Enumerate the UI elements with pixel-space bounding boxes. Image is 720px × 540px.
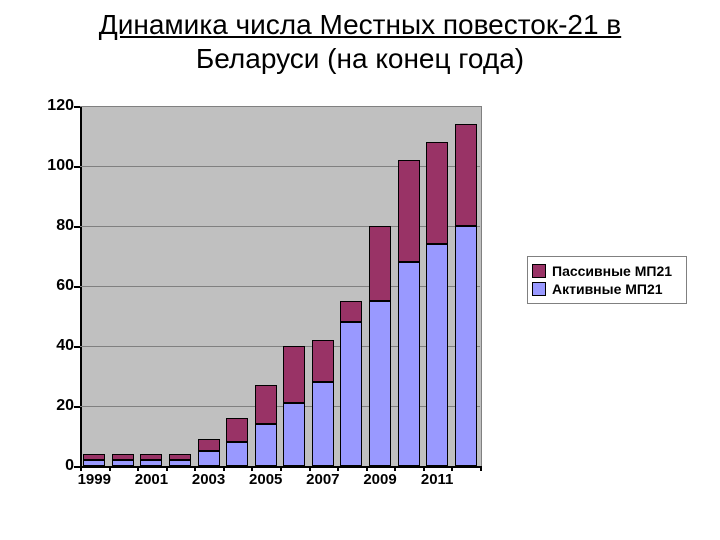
bar-2008 (340, 106, 362, 466)
legend-item-active: Активные МП21 (532, 281, 682, 297)
legend-swatch-active (532, 282, 546, 296)
slide-title: Динамика числа Местных повесток-21 в Бел… (0, 8, 720, 75)
bar-active (312, 382, 334, 466)
legend-item-passive: Пассивные МП21 (532, 263, 682, 279)
legend-swatch-passive (532, 264, 546, 278)
y-tick-mark (74, 166, 80, 168)
x-tick-label: 2003 (184, 471, 234, 488)
bar-passive (226, 418, 248, 442)
y-tick-mark (74, 406, 80, 408)
bar-passive (426, 142, 448, 244)
x-tick-label: 1999 (69, 471, 119, 488)
bar-2009 (369, 106, 391, 466)
title-line-2: Беларуси (на конец года) (196, 43, 524, 74)
y-tick-label: 40 (40, 337, 74, 355)
bar-2003 (198, 106, 220, 466)
bar-active (198, 451, 220, 466)
bar-2011 (426, 106, 448, 466)
bar-passive (112, 454, 134, 460)
bar-passive (169, 454, 191, 460)
bar-passive (312, 340, 334, 382)
y-tick-label: 20 (40, 397, 74, 415)
bar-2007 (312, 106, 334, 466)
bar-1999 (83, 106, 105, 466)
bar-active (226, 442, 248, 466)
bar-2001 (140, 106, 162, 466)
x-tick-mark (480, 466, 482, 471)
bar-passive (140, 454, 162, 460)
slide: Динамика числа Местных повесток-21 в Бел… (0, 0, 720, 540)
bar-2002 (169, 106, 191, 466)
bar-active (426, 244, 448, 466)
bar-active (255, 424, 277, 466)
chart: 020406080100120 199920012003200520072009… (40, 106, 680, 496)
y-tick-mark (74, 226, 80, 228)
x-tick-label: 2005 (241, 471, 291, 488)
bar-active (398, 262, 420, 466)
title-line-1: Динамика числа Местных повесток-21 в (99, 9, 621, 40)
bar-passive (455, 124, 477, 226)
x-tick-label: 2001 (126, 471, 176, 488)
y-tick-label: 60 (40, 277, 74, 295)
bar-2005 (255, 106, 277, 466)
y-tick-mark (74, 286, 80, 288)
x-tick-label: 2011 (412, 471, 462, 488)
bar-2006 (283, 106, 305, 466)
legend-label-active: Активные МП21 (552, 281, 663, 297)
x-tick-label: 2007 (298, 471, 348, 488)
y-tick-mark (74, 106, 80, 108)
bar-passive (398, 160, 420, 262)
x-tick-label: 2009 (355, 471, 405, 488)
bar-active (340, 322, 362, 466)
y-tick-label: 100 (40, 157, 74, 175)
bar-active (369, 301, 391, 466)
bar-2012 (455, 106, 477, 466)
y-tick-mark (74, 346, 80, 348)
bar-passive (198, 439, 220, 451)
bar-2004 (226, 106, 248, 466)
legend-label-passive: Пассивные МП21 (552, 263, 672, 279)
bar-2010 (398, 106, 420, 466)
bar-active (455, 226, 477, 466)
bar-passive (283, 346, 305, 403)
legend: Пассивные МП21 Активные МП21 (527, 256, 687, 304)
bar-passive (340, 301, 362, 322)
bar-passive (369, 226, 391, 301)
bar-active (283, 403, 305, 466)
bar-passive (83, 454, 105, 460)
bar-passive (255, 385, 277, 424)
y-tick-label: 120 (40, 97, 74, 115)
bar-2000 (112, 106, 134, 466)
y-axis (80, 106, 82, 468)
y-tick-label: 80 (40, 217, 74, 235)
